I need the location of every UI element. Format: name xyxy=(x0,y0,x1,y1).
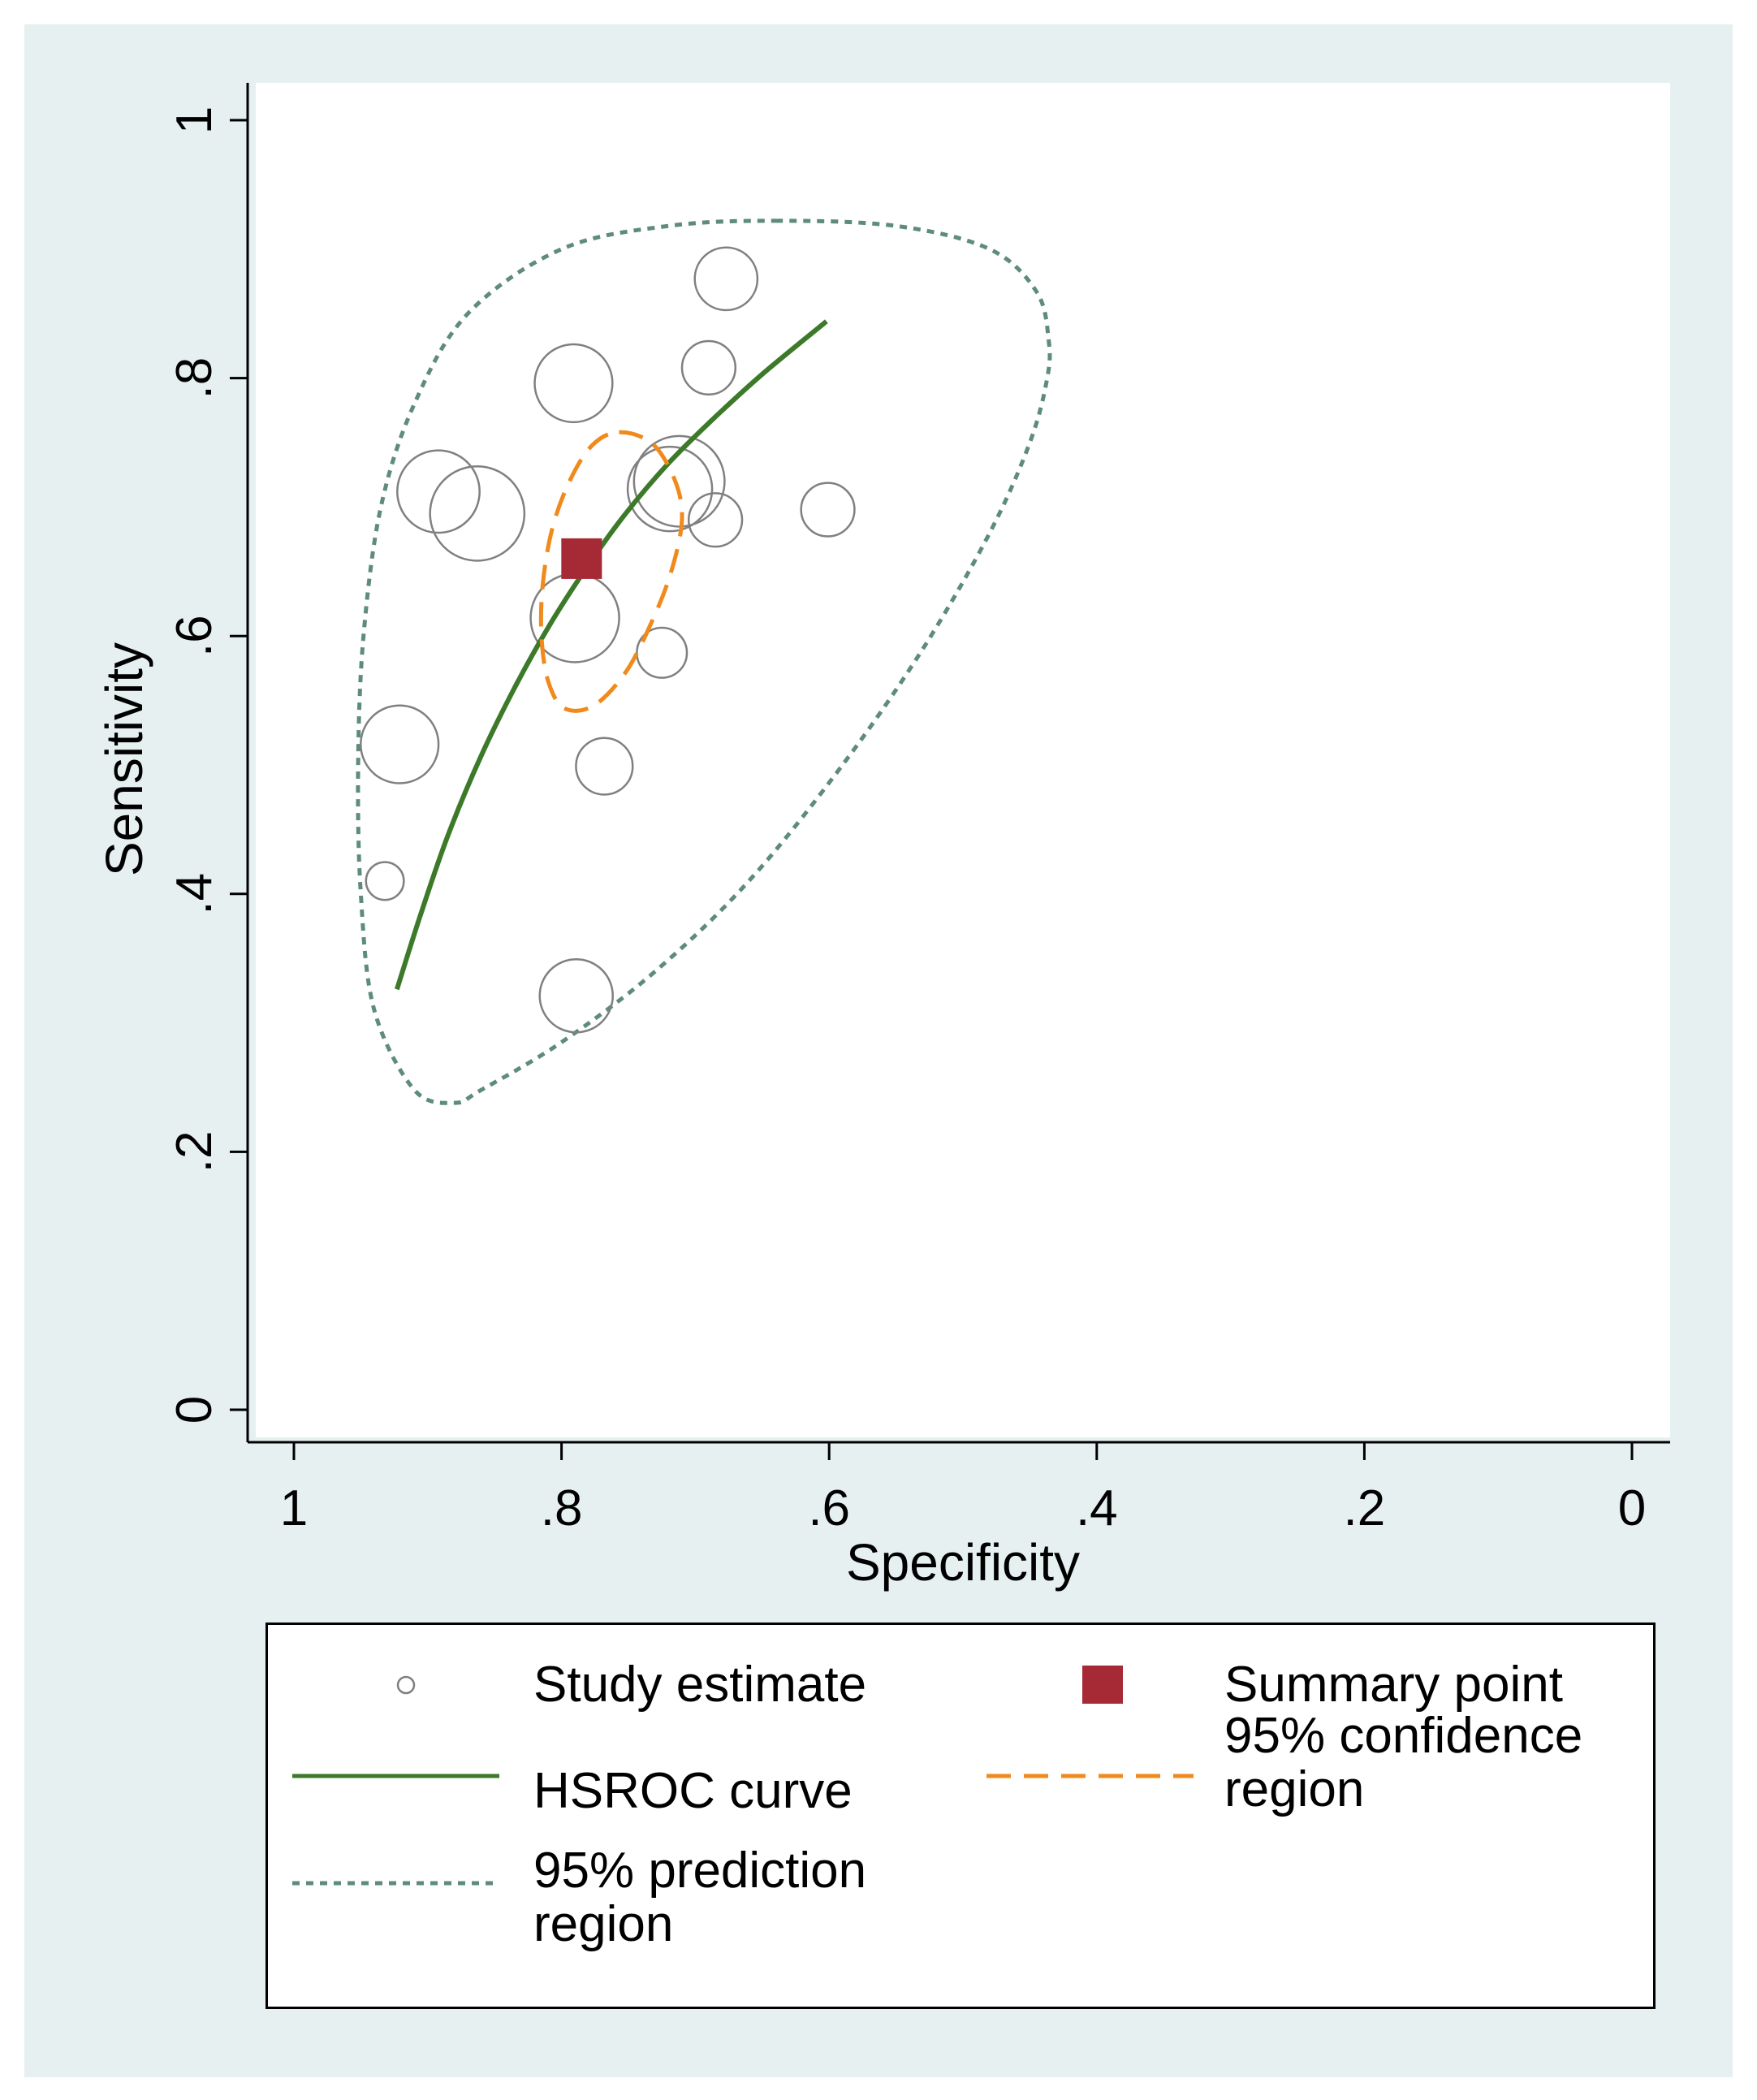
x-tick-label: 0 xyxy=(1618,1480,1646,1536)
study-estimate-point xyxy=(626,445,714,533)
plot-area xyxy=(256,83,1670,1437)
study-estimate-point xyxy=(533,343,614,424)
y-tick-label: .2 xyxy=(166,1131,222,1173)
prediction-region xyxy=(356,218,1052,1105)
study-estimate-point xyxy=(687,492,744,548)
legend: Study estimate Summary point HSROC curve… xyxy=(265,1623,1656,2009)
y-tick-label: .6 xyxy=(166,615,222,657)
study-estimate-point xyxy=(636,626,689,679)
hsroc-curve xyxy=(395,319,828,991)
study-estimate-point xyxy=(365,861,405,901)
y-tick-label: 1 xyxy=(166,106,222,134)
legend-hsroc-curve-icon xyxy=(292,1774,499,1778)
legend-confidence-region-label-2: region xyxy=(1224,1761,1365,1817)
confidence-region xyxy=(538,430,684,713)
legend-confidence-region-icon xyxy=(986,1774,1194,1778)
x-axis-title: Specificity xyxy=(846,1533,1080,1592)
study-estimate-point xyxy=(429,465,526,562)
legend-prediction-region-icon xyxy=(292,1881,499,1886)
study-estimate-point xyxy=(538,958,614,1034)
x-tick-label: 1 xyxy=(280,1480,308,1536)
x-tick-label: .4 xyxy=(1076,1480,1118,1536)
legend-summary-point-icon xyxy=(1082,1666,1123,1704)
legend-summary-point-label: Summary point xyxy=(1224,1657,1563,1713)
x-tick-label: .8 xyxy=(541,1480,583,1536)
y-tick-label: .4 xyxy=(166,873,222,915)
study-estimate-point xyxy=(693,246,759,312)
study-estimate-point xyxy=(575,737,634,796)
y-tick-label: 0 xyxy=(166,1396,222,1424)
legend-confidence-region-label-1: 95% confidence xyxy=(1224,1708,1583,1764)
study-estimate-point xyxy=(360,704,440,784)
study-estimate-point xyxy=(680,339,737,396)
study-estimate-point xyxy=(396,449,481,534)
legend-study-estimate-label: Study estimate xyxy=(533,1657,867,1713)
summary-point xyxy=(561,538,602,579)
axes: 1 .8 .6 .4 .2 0 0 .2 .4 .6 .8 1 xyxy=(166,83,1670,1536)
y-tick-label: .8 xyxy=(166,357,222,400)
legend-prediction-region-label-2: region xyxy=(533,1896,674,1952)
x-tick-label: .6 xyxy=(808,1480,850,1536)
study-estimate-point xyxy=(632,434,726,528)
x-tick-label: .2 xyxy=(1344,1480,1386,1536)
legend-prediction-region-label-1: 95% prediction xyxy=(533,1843,867,1899)
study-estimate-point xyxy=(800,482,856,538)
legend-study-estimate-icon xyxy=(396,1675,416,1695)
legend-hsroc-curve-label: HSROC curve xyxy=(533,1763,853,1819)
y-axis-title: Sensitivity xyxy=(95,642,153,876)
